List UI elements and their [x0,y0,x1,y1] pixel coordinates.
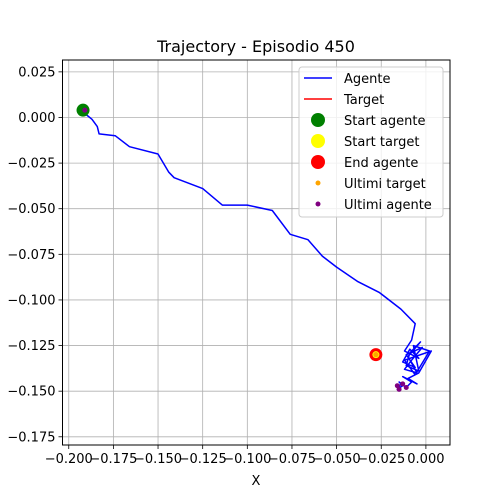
y-tick-label: −0.175 [7,430,55,445]
x-tick-label: −0.125 [179,452,227,467]
x-tick-label: −0.100 [223,452,271,467]
last-agent-point [82,107,88,113]
x-tick-label: −0.025 [357,452,405,467]
last-agent-point [396,386,402,392]
legend-point-swatch [315,180,321,186]
legend-point-swatch [315,201,321,207]
y-tick-label: −0.125 [7,339,55,354]
legend-box [298,66,444,218]
plot-frame [62,59,451,446]
legend-label: Ultimi target [344,177,426,192]
last-target-point [373,352,379,358]
y-tick-label: −0.025 [7,157,55,172]
series-layer [76,103,433,392]
chart-title: Trajectory - Episodio 450 [156,37,355,56]
legend-label: Start agente [344,114,425,129]
last-agent-point [403,385,409,391]
y-tick-label: 0.000 [18,111,55,126]
y-tick-label: −0.050 [7,202,55,217]
x-tick-label: −0.200 [45,452,93,467]
tick-layer: −0.200−0.175−0.150−0.125−0.100−0.075−0.0… [7,65,444,467]
last-agent-point [400,381,406,387]
x-tick-label: −0.050 [313,452,361,467]
y-tick-label: −0.075 [7,248,55,263]
y-tick-label: 0.025 [18,65,55,80]
legend-marker-swatch [311,113,325,127]
y-tick-label: −0.100 [7,293,55,308]
legend-label: Ultimi agente [344,198,432,213]
x-axis-label: X [252,474,261,489]
legend: Agente Target Start agente Start target End … [298,66,444,218]
legend-marker-swatch [311,134,325,148]
y-tick-label: −0.150 [7,385,55,400]
legend-marker-swatch [311,155,325,169]
x-tick-label: −0.175 [89,452,137,467]
x-tick-label: 0.000 [407,452,444,467]
x-tick-label: −0.075 [268,452,316,467]
x-tick-label: −0.150 [134,452,182,467]
legend-label: End agente [344,156,418,171]
agent-path-line [82,111,433,391]
legend-label: Target [343,93,384,108]
legend-label: Agente [344,72,390,87]
legend-label: Start target [344,135,419,150]
